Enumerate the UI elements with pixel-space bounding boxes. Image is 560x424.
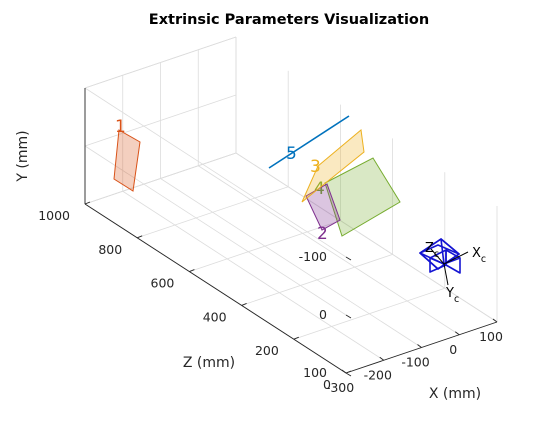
tick-label-x-4: 100 [479,329,503,344]
camera-box-back [445,249,461,274]
tick-mark-z-2 [241,302,247,306]
grid-x-floor-4 [235,152,498,323]
tick-mark-z-5 [84,201,91,205]
board-4-label: 4 [314,179,325,199]
camera-frustum: Xc Yc Zc [419,238,486,305]
grid-y-back-2 [84,152,237,205]
checkerboard-planes: 1 4 2 3 5 [113,115,401,244]
board-1: 1 [113,117,141,192]
board-5-label: 5 [286,144,297,164]
board-4: 4 [314,157,401,237]
tick-mark-z-3 [189,269,195,273]
tick-mark-x-0 [341,369,347,374]
tick-mark-y-2 [345,372,352,377]
tick-label-x-0: -300 [326,380,354,395]
grid-y-back-0 [84,36,237,89]
z-axis-label: Z (mm) [183,355,235,371]
grid-lines [84,36,498,374]
axis-box-edges [84,88,498,374]
tick-mark-x-1 [379,356,385,361]
grid-y-side-1 [84,145,347,316]
tick-mark-x-4 [492,318,498,323]
board-3: 3 [301,129,365,203]
tick-label-x-1: -200 [364,367,392,382]
y-axis-label: Y (mm) [15,130,31,182]
grid-x-floor-3 [198,165,460,336]
grid-x-floor-2 [160,178,422,348]
tick-label-y-0: -100 [299,249,327,264]
camera-z-axis [430,248,445,265]
grid-y-side-0 [84,87,347,258]
tick-label-z-1: 200 [255,343,279,358]
grid-x-floor-1 [122,190,384,361]
board-5-plane [268,115,350,169]
tick-label-y-1: 0 [319,307,327,322]
z-axis-line [84,203,347,374]
tick-mark-z-0 [345,370,352,374]
camera-y-axis [443,263,449,286]
camera-apex-line-1 [440,238,445,265]
tick-labels: -300-200-100010002004006008001000-100010… [38,208,503,395]
board-1-label: 1 [115,117,126,137]
tick-mark-y-0 [345,256,352,261]
grid-y-back-1 [84,94,237,147]
tick-label-z-3: 600 [151,276,175,291]
camera-y-label: Yc [445,286,459,305]
tick-mark-x-3 [454,331,460,336]
tick-label-z-2: 400 [203,309,227,324]
tick-label-y-2: 100 [303,365,327,380]
tick-label-z-0: 0 [323,377,331,392]
tick-label-z-4: 800 [98,242,122,257]
camera-x-axis [443,251,469,265]
board-3-label: 3 [310,157,321,177]
tick-mark-y-1 [345,314,352,319]
board-3-plane [301,129,365,203]
grid-z-floor-2 [241,254,393,306]
board-5: 5 [268,115,350,169]
board-4-plane [324,157,401,237]
tick-marks [84,201,498,377]
grid-z-floor-3 [189,220,341,272]
grid-z-floor-1 [293,287,445,340]
board-2-label: 2 [317,224,328,244]
camera-apex-line-2 [419,252,445,265]
camera-z-label: Zc [425,241,439,260]
board-1-plane [113,129,141,192]
tick-mark-z-4 [137,235,143,239]
x-axis-label: X (mm) [429,386,481,402]
grid-z-floor-4 [137,186,289,239]
tick-mark-z-1 [293,336,299,340]
tick-label-x-3: 0 [449,342,457,357]
tick-label-x-2: -100 [401,355,429,370]
camera-x-label: Xc [472,246,486,265]
chart-title: Extrinsic Parameters Visualization [149,12,429,28]
tick-label-z-5: 1000 [38,208,70,223]
tick-mark-x-2 [417,344,422,348]
